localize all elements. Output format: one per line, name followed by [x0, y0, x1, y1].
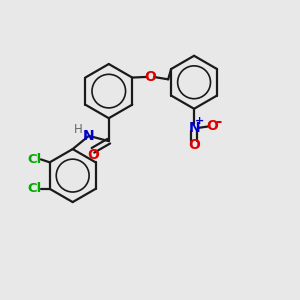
Text: O: O: [87, 148, 99, 162]
Text: O: O: [206, 119, 218, 134]
Text: H: H: [74, 123, 82, 136]
Text: Cl: Cl: [27, 153, 41, 166]
Text: -: -: [216, 114, 222, 129]
Text: O: O: [144, 70, 156, 84]
Text: Cl: Cl: [27, 182, 41, 195]
Text: O: O: [188, 138, 200, 152]
Text: +: +: [195, 116, 204, 126]
Text: N: N: [188, 121, 200, 135]
Text: N: N: [82, 129, 94, 143]
